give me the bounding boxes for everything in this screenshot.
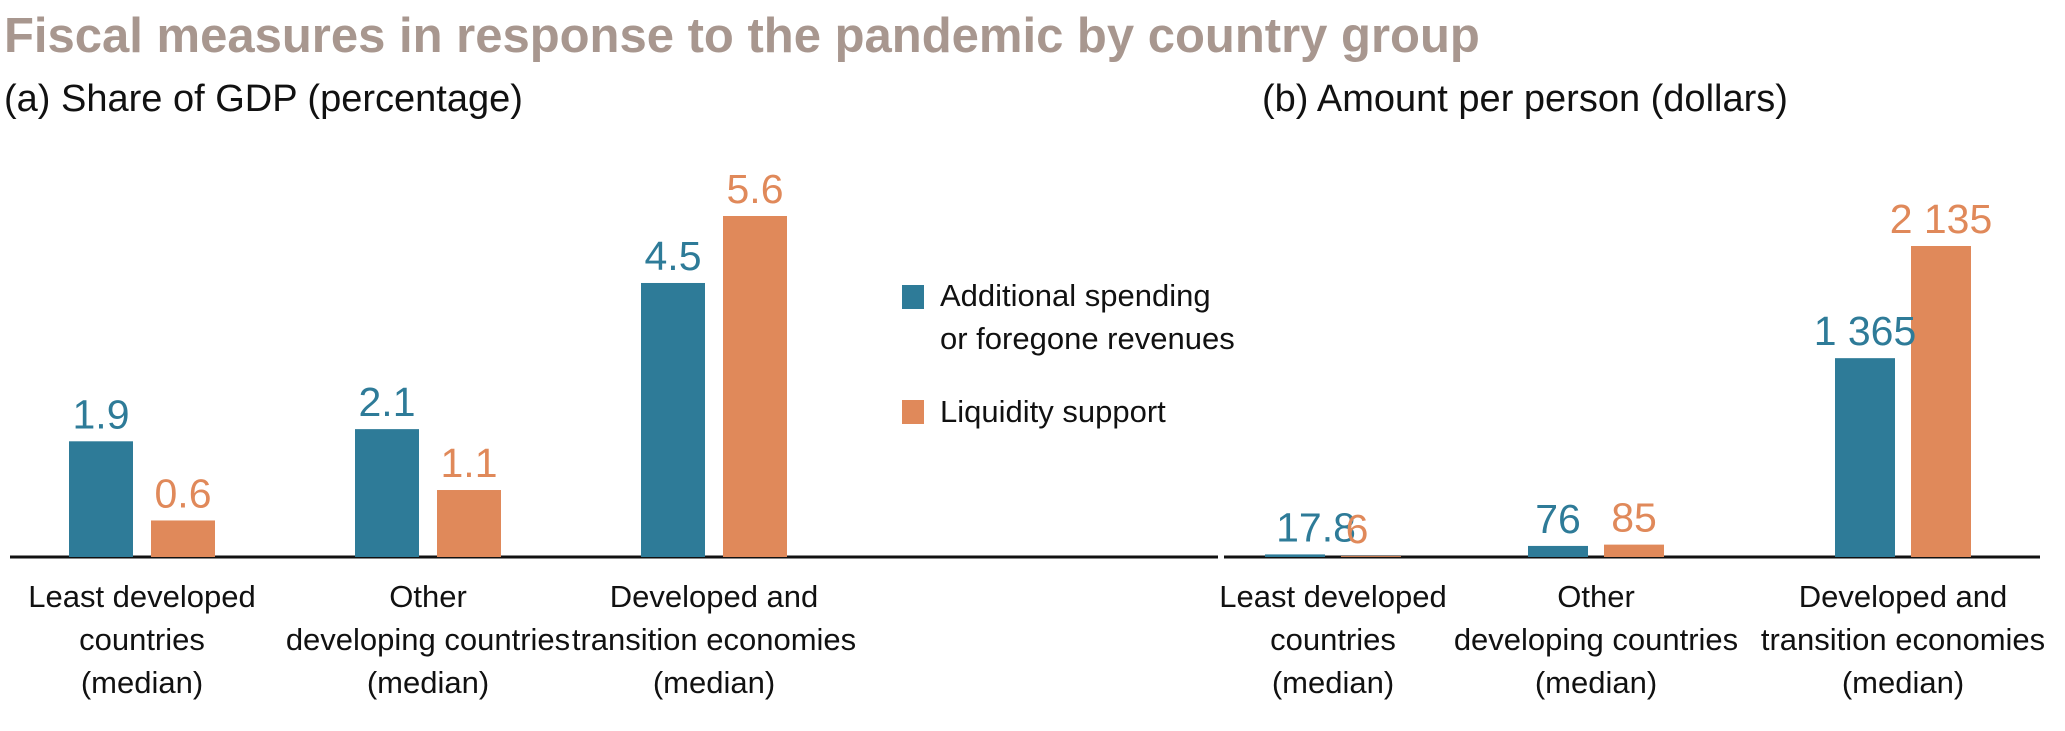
- chart-title: Fiscal measures in response to the pande…: [4, 9, 1480, 63]
- category-label-line: Other: [389, 579, 467, 614]
- category-label-line: developing countries: [286, 622, 570, 657]
- panel-a-category-label-3: Developed and transition economies (median…: [572, 579, 856, 700]
- panel-a-bar-spending-2: [355, 429, 419, 557]
- category-label-line: Developed and: [610, 579, 819, 614]
- category-label-line: countries: [79, 622, 205, 657]
- panel-a-bar-liquidity-3: [723, 216, 787, 557]
- bars-layer: [69, 216, 1971, 557]
- panel-a-value-label-liquidity-1: 0.6: [155, 470, 212, 516]
- panel-a-category-label-2: Other developing countries (median): [286, 579, 570, 700]
- category-label-line: (median): [367, 665, 489, 700]
- legend-label-spending-line2: or foregone revenues: [940, 321, 1235, 356]
- category-label-line: Least developed: [28, 579, 256, 614]
- category-label-line: (median): [1535, 665, 1657, 700]
- legend-swatch-spending: [902, 285, 924, 309]
- panel-a-value-label-spending-3: 4.5: [645, 233, 702, 279]
- category-label-line: (median): [1272, 665, 1394, 700]
- panel-a-bar-liquidity-2: [437, 490, 501, 557]
- panel-b-value-label-liquidity-2: 85: [1611, 495, 1657, 541]
- panel-b-bar-liquidity-1: [1341, 556, 1401, 557]
- legend-label-liquidity: Liquidity support: [940, 394, 1166, 429]
- panel-b-value-label-liquidity-1: 6: [1346, 506, 1369, 552]
- category-label-line: transition economies: [1761, 622, 2045, 657]
- panel-b-value-label-spending-1: 17.8: [1276, 504, 1356, 550]
- panel-b-title: (b) Amount per person (dollars): [1262, 78, 1788, 120]
- panel-b-bar-spending-2: [1528, 545, 1588, 557]
- panel-b-category-label-3: Developed and transition economies (median…: [1761, 579, 2045, 700]
- panel-a-value-label-liquidity-2: 1.1: [441, 440, 498, 486]
- legend: Additional spending or foregone revenues…: [902, 278, 1235, 429]
- legend-swatch-liquidity: [902, 400, 924, 424]
- category-label-line: Other: [1557, 579, 1635, 614]
- labels-layer: Least developed countries (median) Other dev…: [28, 166, 2045, 700]
- category-label-line: (median): [1842, 665, 1964, 700]
- panel-b-category-label-1: Least developed countries (median): [1219, 579, 1447, 700]
- panel-b-value-label-spending-3: 1 365: [1814, 308, 1917, 354]
- panel-b-category-label-2: Other developing countries (median): [1454, 579, 1738, 700]
- panel-b-value-label-spending-2: 76: [1535, 496, 1581, 542]
- category-label-line: (median): [81, 665, 203, 700]
- panel-a-bar-spending-3: [641, 282, 705, 557]
- panel-a-category-label-1: Least developed countries (median): [28, 579, 256, 700]
- panel-b-bar-liquidity-2: [1604, 544, 1664, 557]
- panel-a-value-label-spending-1: 1.9: [73, 391, 130, 437]
- panel-b-bar-liquidity-3: [1911, 246, 1971, 557]
- panel-a-title: (a) Share of GDP (percentage): [4, 78, 523, 120]
- legend-label-spending-line1: Additional spending: [940, 278, 1211, 313]
- panel-a-bar-liquidity-1: [151, 520, 215, 557]
- category-label-line: (median): [653, 665, 775, 700]
- category-label-line: Least developed: [1219, 579, 1447, 614]
- panel-b-bar-spending-1: [1265, 554, 1325, 557]
- category-label-line: developing countries: [1454, 622, 1738, 657]
- panel-b-value-label-liquidity-3: 2 135: [1890, 196, 1993, 242]
- panel-a-bar-spending-1: [69, 441, 133, 557]
- category-label-line: Developed and: [1799, 579, 2008, 614]
- panel-a-value-label-liquidity-3: 5.6: [727, 166, 784, 212]
- category-label-line: countries: [1270, 622, 1396, 657]
- panel-a-value-label-spending-2: 2.1: [359, 379, 416, 425]
- panel-b-bar-spending-3: [1835, 358, 1895, 557]
- category-label-line: transition economies: [572, 622, 856, 657]
